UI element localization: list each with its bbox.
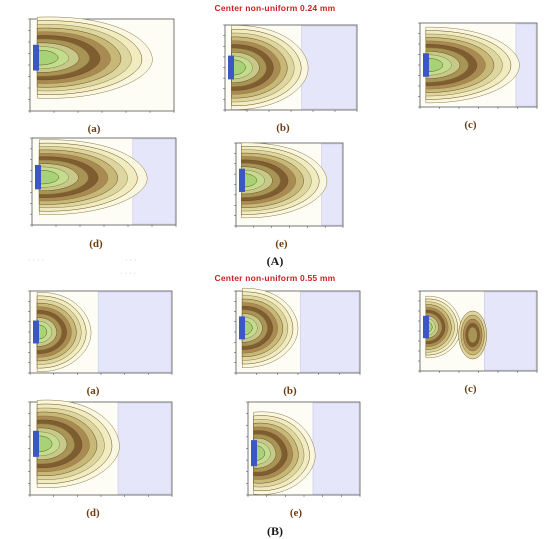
panel-a-d: (d)	[10, 132, 182, 250]
contour-band	[425, 57, 444, 73]
contour-band	[467, 326, 478, 344]
panel-caption: (e)	[289, 507, 303, 519]
ghost-text: · · · ·	[120, 268, 137, 277]
contour-band	[38, 170, 60, 185]
electrode-bar	[228, 55, 234, 80]
lavender-region	[300, 291, 360, 373]
electrode-bar	[35, 164, 41, 190]
ghost-text: · · · ·	[28, 255, 45, 264]
panel-caption: (c)	[464, 119, 477, 131]
contour-band	[231, 59, 246, 76]
electrode-bar	[423, 53, 429, 77]
panel-a-e: (e)	[214, 137, 349, 252]
panel-b-b: (b)	[214, 285, 366, 400]
contour-plot	[28, 290, 173, 375]
section-a-title: Center non-uniform 0.24 mm	[214, 3, 336, 13]
panel-caption: (c)	[464, 383, 477, 395]
panel-caption: (a)	[87, 123, 101, 135]
lavender-region	[301, 25, 357, 110]
electrode-bar	[33, 430, 39, 457]
panel-b-c: (c)	[398, 285, 543, 397]
panel-b-e: (e)	[226, 396, 366, 524]
contour-plot	[28, 16, 175, 113]
panel-a-b: (b)	[203, 19, 363, 137]
contour-plot	[28, 399, 173, 497]
contour-plot	[234, 287, 361, 375]
contour-band	[36, 50, 59, 66]
electrode-bar	[33, 44, 39, 71]
ghost-text: · · ·	[125, 255, 137, 264]
panel-caption: (d)	[89, 238, 103, 250]
contour-plot	[246, 401, 361, 497]
contour-plot	[418, 22, 538, 109]
panel-a-c: (c)	[398, 17, 543, 135]
panel-b-d: (d)	[8, 396, 178, 524]
panel-a-a: (a)	[8, 13, 180, 138]
electrode-bar	[423, 315, 429, 339]
lavender-region	[97, 291, 172, 373]
electrode-bar	[251, 440, 257, 467]
contour-plot	[223, 24, 358, 112]
lavender-region	[312, 402, 360, 495]
contour-band	[36, 435, 53, 453]
contour-plot	[418, 290, 538, 373]
contour-band	[241, 173, 258, 188]
panel-b-a: (a)	[8, 285, 178, 400]
contour-plot	[30, 137, 177, 227]
panel-caption: (e)	[275, 238, 288, 250]
lavender-region	[117, 402, 172, 495]
section-b-title: Center non-uniform 0.55 mm	[214, 273, 336, 283]
panel-caption: (b)	[276, 122, 290, 134]
electrode-bar	[239, 316, 245, 340]
section-b-label: (B)	[267, 524, 283, 538]
panel-caption: (d)	[86, 507, 100, 519]
electrode-bar	[33, 320, 39, 344]
electrode-bar	[239, 168, 245, 192]
panel-caption: (b)	[283, 385, 297, 397]
lavender-region	[484, 291, 537, 371]
contour-band	[36, 324, 48, 340]
panel-caption: (a)	[86, 385, 100, 397]
contour-plot	[234, 142, 344, 228]
section-a-label: (A)	[266, 254, 284, 268]
